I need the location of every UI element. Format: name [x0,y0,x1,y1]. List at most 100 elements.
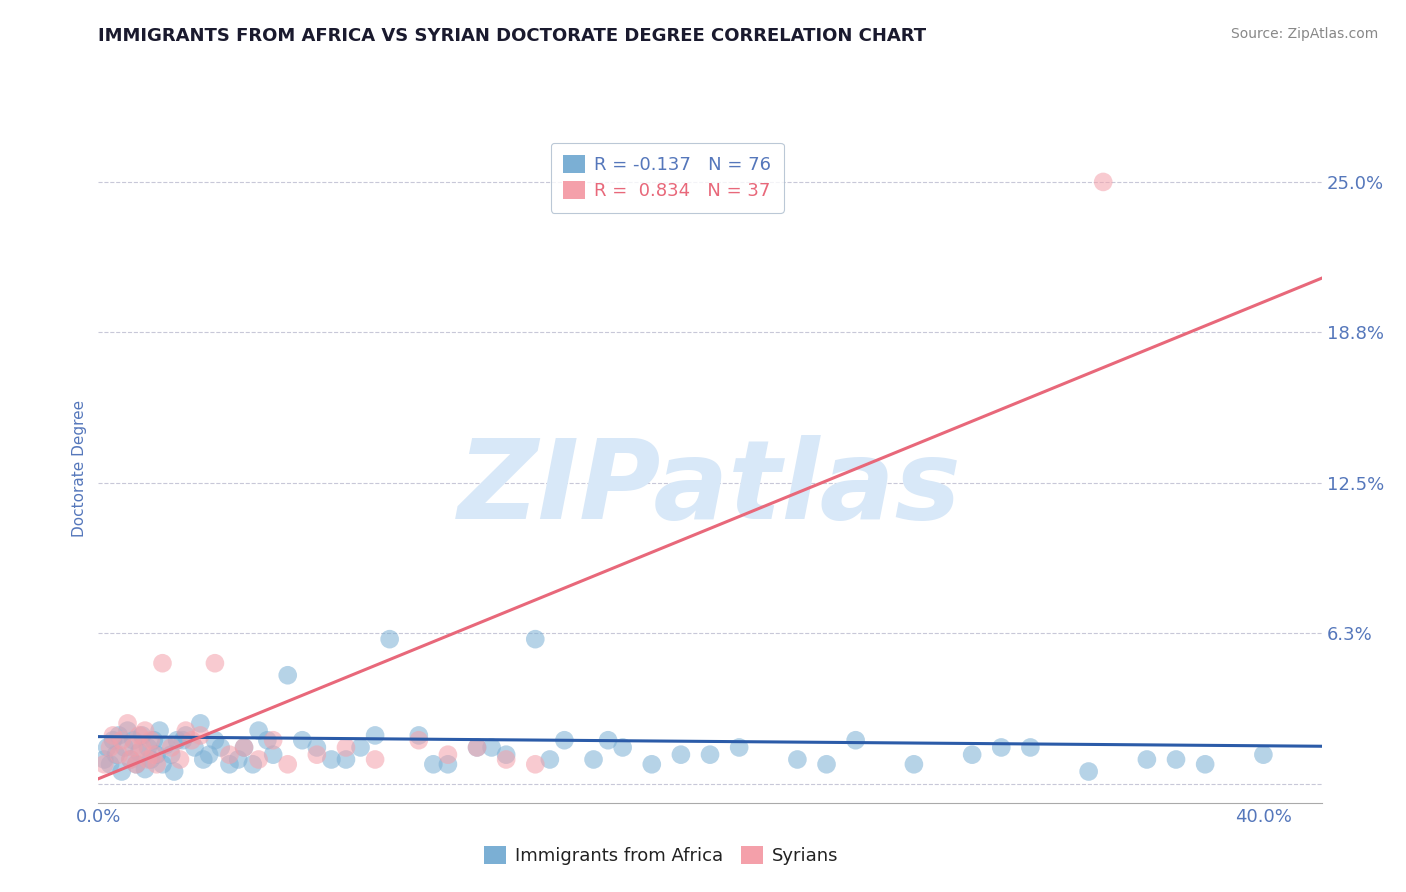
Point [524,757,547,772]
Text: Source: ZipAtlas.com: Source: ZipAtlas.com [1230,27,1378,41]
Point [155,738,177,752]
Point [101,728,124,742]
Point [125,757,148,772]
Point [247,752,270,766]
Point [163,764,186,779]
Point [335,740,357,755]
Point [139,752,162,766]
Point [262,747,284,762]
Point [1136,752,1159,766]
Point [142,733,165,747]
Point [98,757,121,772]
Point [845,733,868,747]
Point [193,752,215,766]
Point [495,752,517,766]
Point [174,728,197,742]
Point [233,740,256,755]
Point [183,740,205,755]
Point [142,747,165,762]
Point [111,733,134,747]
Point [990,740,1012,755]
Point [136,752,159,766]
Point [242,757,264,772]
Point [218,757,240,772]
Point [465,740,488,755]
Point [117,716,139,731]
Point [364,728,387,742]
Point [1019,740,1042,755]
Point [93,757,115,772]
Point [335,752,357,766]
Point [437,747,460,762]
Point [1253,747,1275,762]
Point [166,733,188,747]
Point [108,728,131,742]
Point [117,723,139,738]
Point [180,733,202,747]
Point [277,668,299,682]
Point [408,733,430,747]
Y-axis label: Doctorate Degree: Doctorate Degree [72,400,87,537]
Point [174,723,197,738]
Point [125,757,148,772]
Point [131,740,153,755]
Legend: Immigrants from Africa, Syrians: Immigrants from Africa, Syrians [475,838,848,874]
Point [1077,764,1099,779]
Point [1092,175,1115,189]
Point [152,657,174,671]
Point [134,762,156,776]
Point [136,740,159,755]
Point [408,728,430,742]
Point [553,733,575,747]
Text: IMMIGRANTS FROM AFRICA VS SYRIAN DOCTORATE DEGREE CORRELATION CHART: IMMIGRANTS FROM AFRICA VS SYRIAN DOCTORA… [98,27,927,45]
Point [145,747,167,762]
Point [145,757,167,772]
Point [349,740,371,755]
Point [247,723,270,738]
Point [209,740,232,755]
Point [277,757,299,772]
Text: ZIPatlas: ZIPatlas [458,435,962,541]
Point [93,752,115,766]
Point [378,632,401,647]
Point [111,764,134,779]
Point [188,716,212,731]
Point [305,740,328,755]
Point [131,728,153,742]
Point [291,733,314,747]
Point [218,747,240,762]
Point [128,745,150,759]
Point [538,752,561,766]
Point [204,733,226,747]
Point [815,757,838,772]
Point [188,728,212,742]
Point [198,747,221,762]
Point [481,740,503,755]
Point [524,632,547,647]
Point [728,740,751,755]
Point [128,728,150,742]
Point [669,747,692,762]
Point [101,733,124,747]
Point [169,752,191,766]
Point [204,657,226,671]
Point [108,747,131,762]
Point [262,733,284,747]
Point [256,733,278,747]
Point [226,752,249,766]
Point [321,752,343,766]
Point [104,747,127,762]
Point [122,733,145,747]
Point [903,757,925,772]
Point [172,733,194,747]
Point [134,723,156,738]
Point [786,752,808,766]
Point [960,747,983,762]
Point [495,747,517,762]
Point [160,740,183,755]
Point [699,747,721,762]
Point [1164,752,1187,766]
Point [422,757,444,772]
Point [233,740,256,755]
Point [1194,757,1216,772]
